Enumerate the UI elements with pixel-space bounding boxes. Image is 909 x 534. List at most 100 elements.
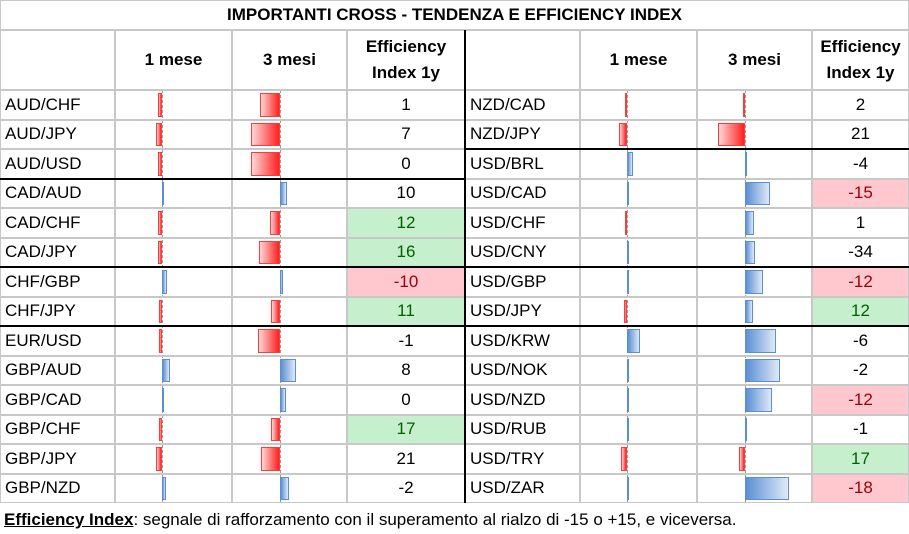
left-header-1-mese: 1 mese <box>115 30 232 90</box>
divider-group-right <box>465 148 909 150</box>
pair-name: GBP/CAD <box>0 385 115 415</box>
bar-cell-1-mese <box>115 414 232 444</box>
bar-3-mesi <box>738 447 745 471</box>
bar-3-mesi <box>257 329 280 353</box>
bar-cell-3-mesi <box>232 119 347 149</box>
efficiency-index-value: 12 <box>347 208 465 238</box>
pair-name: GBP/JPY <box>0 444 115 474</box>
efficiency-header-line2: Index 1y <box>826 63 895 82</box>
bar-3-mesi <box>717 122 745 146</box>
efficiency-index-value: 0 <box>347 149 465 179</box>
bar-1-mese <box>623 299 627 323</box>
right-header-1-mese: 1 mese <box>580 30 697 90</box>
bar-cell-1-mese <box>115 178 232 208</box>
bar-cell-1-mese <box>115 149 232 179</box>
bar-cell-3-mesi <box>697 355 812 385</box>
bar-3-mesi <box>745 270 763 294</box>
bar-cell-1-mese <box>580 178 697 208</box>
bar-cell-1-mese <box>580 385 697 415</box>
pair-name: USD/CNY <box>465 237 580 267</box>
pair-name: NZD/CAD <box>465 90 580 120</box>
bar-cell-3-mesi <box>697 473 812 503</box>
pair-name: USD/KRW <box>465 326 580 356</box>
efficiency-index-value: 0 <box>347 385 465 415</box>
divider-group-left <box>0 325 465 327</box>
pair-name: USD/ZAR <box>465 473 580 503</box>
efficiency-index-value: -12 <box>812 385 909 415</box>
bar-3-mesi <box>251 122 280 146</box>
bar-3-mesi <box>280 476 289 500</box>
bar-3-mesi <box>280 358 296 382</box>
bar-cell-1-mese <box>115 119 232 149</box>
divider-group-left <box>0 177 465 180</box>
bar-cell-1-mese <box>115 90 232 120</box>
pair-name: CHF/GBP <box>0 267 115 297</box>
bar-cell-3-mesi <box>232 208 347 238</box>
bar-1-mese <box>158 417 162 441</box>
footer-text: : segnale di rafforzamento con il supera… <box>133 510 737 529</box>
bar-3-mesi <box>259 240 280 264</box>
bar-1-mese <box>158 329 162 353</box>
bar-cell-1-mese <box>115 208 232 238</box>
bar-3-mesi <box>271 299 280 323</box>
bar-cell-3-mesi <box>232 267 347 297</box>
bar-cell-3-mesi <box>232 149 347 179</box>
bar-cell-3-mesi <box>232 237 347 267</box>
pair-name: AUD/JPY <box>0 119 115 149</box>
pair-name: USD/BRL <box>465 149 580 179</box>
bar-1-mese <box>158 152 162 176</box>
bar-cell-1-mese <box>580 267 697 297</box>
bar-1-mese <box>619 122 627 146</box>
right-header-3-mesi: 3 mesi <box>697 30 812 90</box>
pair-name: USD/CHF <box>465 208 580 238</box>
bar-1-mese <box>162 388 164 412</box>
bar-1-mese <box>625 93 627 117</box>
divider-group-left <box>0 266 465 268</box>
bar-3-mesi <box>280 181 288 205</box>
pair-name: CAD/JPY <box>0 237 115 267</box>
efficiency-index-value: 21 <box>812 119 909 149</box>
efficiency-index-value: 16 <box>347 237 465 267</box>
efficiency-index-value: -1 <box>812 414 909 444</box>
efficiency-index-value: 21 <box>347 444 465 474</box>
bar-3-mesi <box>271 417 280 441</box>
efficiency-index-value: 17 <box>347 414 465 444</box>
pair-name: USD/CAD <box>465 178 580 208</box>
bar-1-mese <box>158 93 162 117</box>
bar-1-mese <box>158 299 162 323</box>
bar-cell-1-mese <box>115 444 232 474</box>
pair-name: USD/RUB <box>465 414 580 444</box>
bar-cell-1-mese <box>580 414 697 444</box>
efficiency-index-value: 10 <box>347 178 465 208</box>
bar-3-mesi <box>269 211 280 235</box>
bar-cell-3-mesi <box>232 444 347 474</box>
bar-1-mese <box>627 358 629 382</box>
bar-cell-3-mesi <box>232 414 347 444</box>
efficiency-index-value: -18 <box>812 473 909 503</box>
bar-cell-3-mesi <box>232 90 347 120</box>
efficiency-header-line2: Index 1y <box>371 63 441 82</box>
pair-name: GBP/AUD <box>0 355 115 385</box>
bar-1-mese <box>627 270 629 294</box>
bar-1-mese <box>162 270 167 294</box>
efficiency-index-value: -2 <box>812 355 909 385</box>
bar-1-mese <box>627 476 629 500</box>
footer-note: Efficiency Index: segnale di rafforzamen… <box>4 508 736 532</box>
bar-cell-3-mesi <box>232 296 347 326</box>
bar-1-mese <box>627 388 629 412</box>
efficiency-index-value: 7 <box>347 119 465 149</box>
bar-1-mese <box>627 181 630 205</box>
bar-1-mese <box>627 329 640 353</box>
pair-name: USD/TRY <box>465 444 580 474</box>
bar-cell-1-mese <box>115 473 232 503</box>
efficiency-index-value: 2 <box>812 90 909 120</box>
sheet-title: IMPORTANTI CROSS - TENDENZA E EFFICIENCY… <box>0 0 909 30</box>
efficiency-index-value: -2 <box>347 473 465 503</box>
bar-cell-3-mesi <box>697 414 812 444</box>
bar-cell-1-mese <box>580 473 697 503</box>
bar-3-mesi <box>280 388 287 412</box>
efficiency-index-value: -6 <box>812 326 909 356</box>
bar-cell-1-mese <box>115 326 232 356</box>
bar-cell-1-mese <box>580 296 697 326</box>
divider-group-right <box>465 325 909 327</box>
